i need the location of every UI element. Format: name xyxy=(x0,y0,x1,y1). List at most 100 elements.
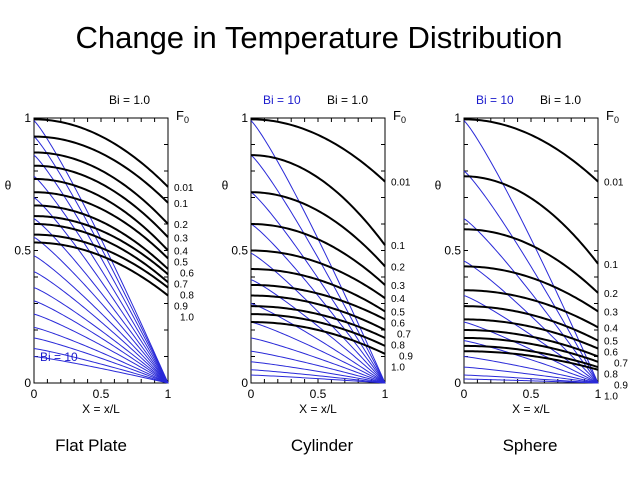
bi1-series-line xyxy=(463,344,599,369)
fo-value-label: 0.8 xyxy=(604,370,618,381)
fo-value-label: 0.3 xyxy=(391,281,405,292)
fo-value-label: 0.9 xyxy=(174,302,188,313)
bi10-series-line xyxy=(463,374,599,384)
bi10-series-line xyxy=(33,154,169,384)
bi1-series-line xyxy=(33,223,169,284)
bi10-series-line xyxy=(33,236,169,384)
fo-value-label: 1.0 xyxy=(604,392,618,403)
fo-value-label: 0.7 xyxy=(174,280,188,291)
bi1-series-line xyxy=(463,336,599,363)
bi1-series-line xyxy=(463,175,599,265)
fo-header-letter: F xyxy=(176,108,184,123)
bi10-series-line xyxy=(463,170,599,384)
bi10-series-line xyxy=(33,136,169,384)
x-tick-label: 0 xyxy=(248,387,255,401)
fo-header-letter: F xyxy=(393,108,401,123)
legend-bi10-label: Bi = 10 xyxy=(263,93,301,107)
bi10-series-line xyxy=(250,223,386,384)
bi10-series-line xyxy=(33,197,169,384)
slide-title: Change in Temperature Distribution xyxy=(75,20,563,55)
fo-header-label: F0 xyxy=(393,108,406,125)
fo-header-subscript: 0 xyxy=(184,115,189,125)
sphere-chart: 0 0.5 1 0 0.5 1 X = x/L θ Bi = 10 Bi = 1.0 F0 0.01 0… xyxy=(435,88,638,423)
cylinder-chart: 0 0.5 1 0 0.5 1 X = x/L θ Bi = 10 Bi = 1.0 F0 0.01 0… xyxy=(222,88,441,423)
legend-bi1-label: Bi = 1.0 xyxy=(540,93,581,107)
bi10-series-line xyxy=(33,313,169,384)
bi10-series-line xyxy=(33,218,169,384)
x-tick-label: 1 xyxy=(595,387,602,401)
y-tick-label: 0 xyxy=(241,376,248,390)
bi10-series-line xyxy=(33,271,169,384)
bi10-series-line xyxy=(250,374,386,384)
bi1-series-line xyxy=(250,154,386,246)
fo-value-label: 0.6 xyxy=(391,318,405,329)
y-tick-label: 1 xyxy=(454,111,461,125)
bi1-series-line xyxy=(33,191,169,260)
x-axis-label: X = x/L xyxy=(299,402,337,416)
legend-bi1-label: Bi = 1.0 xyxy=(109,93,150,107)
fo-header-letter: F xyxy=(606,108,614,123)
fo-value-label: 0.01 xyxy=(391,178,411,189)
bi10-series-line xyxy=(250,337,386,384)
bi1-series-line xyxy=(33,151,169,225)
fo-value-label: 0.9 xyxy=(399,351,413,362)
bi1-series-line xyxy=(33,241,169,297)
bi1-series-line xyxy=(250,313,386,347)
bi10-series-line xyxy=(250,369,386,384)
bi1-series-line xyxy=(463,318,599,350)
bi1-series-line xyxy=(463,305,599,342)
fo-value-label: 0.5 xyxy=(174,258,188,269)
legend-bi10-label: Bi = 10 xyxy=(40,350,78,364)
bi10-series-line xyxy=(33,326,169,384)
fo-value-label: 0.2 xyxy=(391,262,405,273)
bi1-series-line xyxy=(33,177,169,252)
bi1-series-line xyxy=(250,268,386,313)
y-tick-label: 0 xyxy=(454,376,461,390)
fo-value-label: 0.4 xyxy=(391,294,405,305)
bi1-series-line xyxy=(250,249,386,300)
fo-value-label: 0.3 xyxy=(604,307,618,318)
fo-header-subscript: 0 xyxy=(614,115,619,125)
bi1-series-line xyxy=(463,350,599,371)
x-tick-label: 1 xyxy=(165,387,172,401)
fo-value-label: 0.1 xyxy=(174,199,188,210)
legend-bi10-label: Bi = 10 xyxy=(476,93,514,107)
y-tick-label: 0.5 xyxy=(231,244,248,258)
fo-header-label: F0 xyxy=(606,108,619,125)
fo-value-label: 1.0 xyxy=(391,362,405,373)
bi10-series-line xyxy=(250,303,386,384)
bi10-series-line xyxy=(33,356,169,384)
bi10-series-line xyxy=(463,218,599,384)
bi10-series-line xyxy=(33,287,169,384)
bi10-series-line xyxy=(250,252,386,384)
flat-plate-chart: 0 0.5 1 0 0.5 1 X = x/L θ Bi = 1.0 Bi = 10 F0 0.01 0… xyxy=(5,88,224,423)
fo-value-label: 1.0 xyxy=(180,313,194,324)
x-axis-label: X = x/L xyxy=(512,402,550,416)
bi1-series-line xyxy=(33,164,169,238)
fo-value-label: 0.01 xyxy=(604,178,624,189)
bi1-series-line xyxy=(463,228,599,294)
x-tick-label: 0.5 xyxy=(523,387,540,401)
bi10-series-line xyxy=(463,356,599,384)
fo-value-label: 0.4 xyxy=(604,323,618,334)
cylinder-caption: Cylinder xyxy=(290,436,354,455)
flat-plate-caption: Flat Plate xyxy=(55,436,127,455)
bi10-series-line xyxy=(250,154,386,384)
bi1-series-line xyxy=(250,191,386,268)
fo-value-label: 0.8 xyxy=(391,340,405,351)
y-tick-label: 0 xyxy=(24,376,31,390)
y-axis-label: θ xyxy=(222,179,229,193)
bi10-series-line xyxy=(250,279,386,384)
bi10-series-line xyxy=(463,120,599,384)
bi1-series-line xyxy=(250,305,386,339)
bi1-series-line xyxy=(463,329,599,358)
bi1-series-line xyxy=(250,118,386,183)
bi10-series-line xyxy=(33,175,169,384)
y-tick-label: 0.5 xyxy=(444,244,461,258)
bi10-series-line xyxy=(250,350,386,384)
bi1-series-line xyxy=(33,233,169,289)
bi1-series-line xyxy=(250,321,386,355)
bi1-series-line xyxy=(463,118,599,183)
bi10-series-line xyxy=(250,191,386,384)
